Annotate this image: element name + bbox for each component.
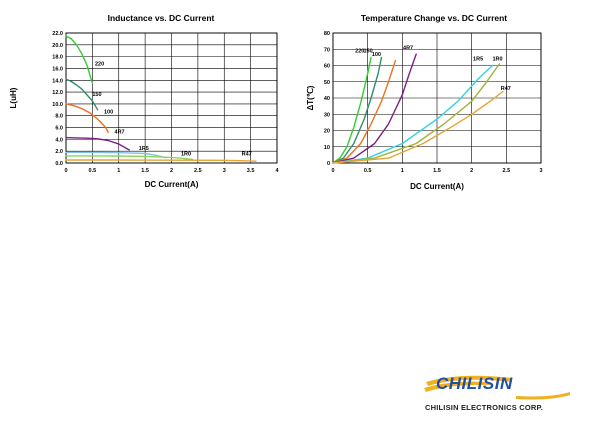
- series-line-4R7: [332, 53, 417, 164]
- chart-title: Temperature Change vs. DC Current: [361, 13, 507, 23]
- y-tick-label: 2.0: [55, 149, 63, 155]
- series-line-100: [65, 103, 109, 134]
- x-tick-label: 4: [275, 168, 279, 174]
- series-line-1R5: [65, 151, 167, 159]
- series-label-220: 220: [355, 49, 364, 55]
- series-line-100: [332, 59, 397, 164]
- series-line-1R0: [332, 63, 501, 164]
- series-label-1R5: 1R5: [473, 57, 483, 63]
- series-label-1R5: 1R5: [139, 146, 149, 152]
- y-tick-label: 40: [324, 96, 330, 102]
- series-label-4R7: 4R7: [403, 45, 413, 51]
- x-tick-label: 2.5: [503, 168, 511, 174]
- series-line-150: [65, 78, 99, 111]
- series-label-R47: R47: [242, 151, 252, 157]
- series-line-1R0: [65, 155, 194, 161]
- series-line-4R7: [65, 136, 131, 151]
- y-tick-label: 0: [327, 161, 330, 167]
- y-tick-label: 16.0: [52, 66, 63, 72]
- inductance-chart: Inductance vs. DC Current 0 0.5 1 1.5 2 2.5 3 3.…: [9, 13, 279, 189]
- temperature-chart: Temperature Change vs. DC Current 0 0.5 1 1.…: [306, 13, 543, 191]
- series-label-100: 100: [372, 52, 381, 58]
- chart-title: Inductance vs. DC Current: [108, 13, 215, 23]
- series-line-150: [332, 56, 383, 164]
- x-tick-label: 1.5: [433, 168, 441, 174]
- y-tick-label: 60: [324, 64, 330, 70]
- y-tick-label: 10.0: [52, 102, 63, 108]
- series-line-R47: [65, 159, 257, 162]
- y-tick-label: 30: [324, 112, 330, 118]
- series-label-100: 100: [104, 109, 113, 115]
- series-label-220: 220: [95, 62, 104, 68]
- x-tick-label: 1.5: [141, 168, 149, 174]
- x-tick-label: 0: [64, 168, 67, 174]
- series-line-1R5: [332, 64, 494, 164]
- x-tick-label: 3.5: [247, 168, 255, 174]
- y-tick-label: 20: [324, 129, 330, 135]
- x-axis-label: DC Current(A): [145, 180, 199, 189]
- x-tick-label: 2.5: [194, 168, 202, 174]
- y-tick-label: 6.0: [55, 126, 63, 132]
- y-tick-label: 8.0: [55, 114, 63, 120]
- y-tick-label: 18.0: [52, 55, 63, 61]
- y-tick-label: 12.0: [52, 90, 63, 96]
- y-tick-label: 22.0: [52, 31, 63, 37]
- series-label-1R0: 1R0: [181, 151, 191, 157]
- company-logo: CHILISIN CHILISIN ELECTRONICS CORP.: [420, 372, 590, 422]
- logo-swoosh-icon: [424, 375, 570, 400]
- y-axis-label: L(uH): [9, 87, 18, 108]
- x-tick-label: 3: [223, 168, 226, 174]
- x-tick-label: 0: [331, 168, 334, 174]
- series-line-220: [65, 35, 94, 84]
- x-tick-label: 1: [401, 168, 404, 174]
- series-line-R47: [332, 90, 504, 164]
- x-tick-label: 0.5: [364, 168, 372, 174]
- y-tick-label: 70: [324, 47, 330, 53]
- x-tick-label: 3: [539, 168, 542, 174]
- x-tick-label: 0.5: [89, 168, 97, 174]
- logo-wordmark: CHILISIN: [436, 374, 513, 393]
- series-label-1R0: 1R0: [492, 57, 502, 63]
- series-line-220: [332, 56, 372, 164]
- y-tick-label: 10: [324, 145, 330, 151]
- y-axis-label: ΔT(℃): [306, 85, 315, 110]
- y-tick-label: 20.0: [52, 43, 63, 49]
- y-tick-label: 0.0: [55, 161, 63, 167]
- y-tick-label: 50: [324, 80, 330, 86]
- x-tick-label: 1: [117, 168, 120, 174]
- company-name: CHILISIN ELECTRONICS CORP.: [425, 403, 543, 412]
- x-axis-label: DC Current(A): [410, 182, 464, 191]
- y-tick-label: 4.0: [55, 137, 63, 143]
- series-label-150: 150: [364, 49, 373, 55]
- series-label-R47: R47: [501, 86, 511, 92]
- series-label-150: 150: [92, 92, 101, 98]
- x-tick-label: 2: [470, 168, 473, 174]
- x-tick-label: 2: [170, 168, 173, 174]
- series-label-4R7: 4R7: [115, 129, 125, 135]
- y-tick-label: 80: [324, 31, 330, 37]
- plot-frame: [332, 32, 542, 164]
- plot-frame: [65, 32, 278, 164]
- y-tick-label: 14.0: [52, 78, 63, 84]
